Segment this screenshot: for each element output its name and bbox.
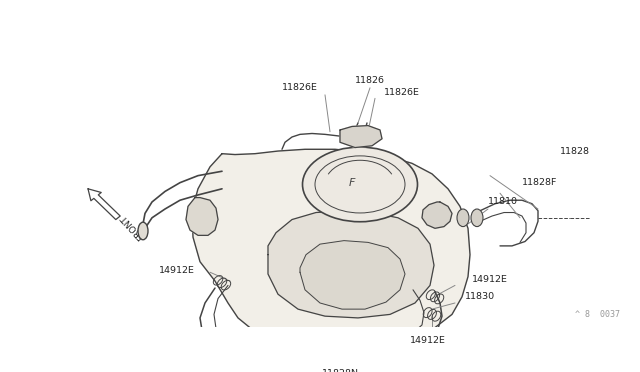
- Ellipse shape: [138, 222, 148, 240]
- Text: 11826E: 11826E: [282, 83, 318, 92]
- Polygon shape: [186, 198, 218, 235]
- Polygon shape: [422, 202, 452, 228]
- Ellipse shape: [471, 209, 483, 227]
- Polygon shape: [88, 189, 120, 219]
- Text: 14912E: 14912E: [159, 266, 195, 275]
- Text: 11828F: 11828F: [522, 178, 557, 187]
- Text: 14912E: 14912E: [472, 275, 508, 284]
- Polygon shape: [268, 211, 434, 318]
- Text: 11828: 11828: [560, 147, 590, 155]
- Ellipse shape: [303, 147, 417, 222]
- Polygon shape: [300, 241, 405, 309]
- Text: 11830: 11830: [465, 292, 495, 301]
- Text: 11826: 11826: [355, 76, 385, 85]
- Text: F: F: [349, 178, 355, 187]
- Text: 11828N: 11828N: [321, 369, 358, 372]
- Text: FRONT: FRONT: [118, 212, 145, 241]
- Polygon shape: [192, 149, 470, 341]
- Text: ^ 8  0037: ^ 8 0037: [575, 310, 620, 319]
- Ellipse shape: [457, 209, 469, 227]
- Polygon shape: [340, 126, 382, 148]
- Text: 14912E: 14912E: [410, 336, 446, 345]
- Text: 11826E: 11826E: [384, 88, 420, 97]
- Text: 11810: 11810: [488, 198, 518, 206]
